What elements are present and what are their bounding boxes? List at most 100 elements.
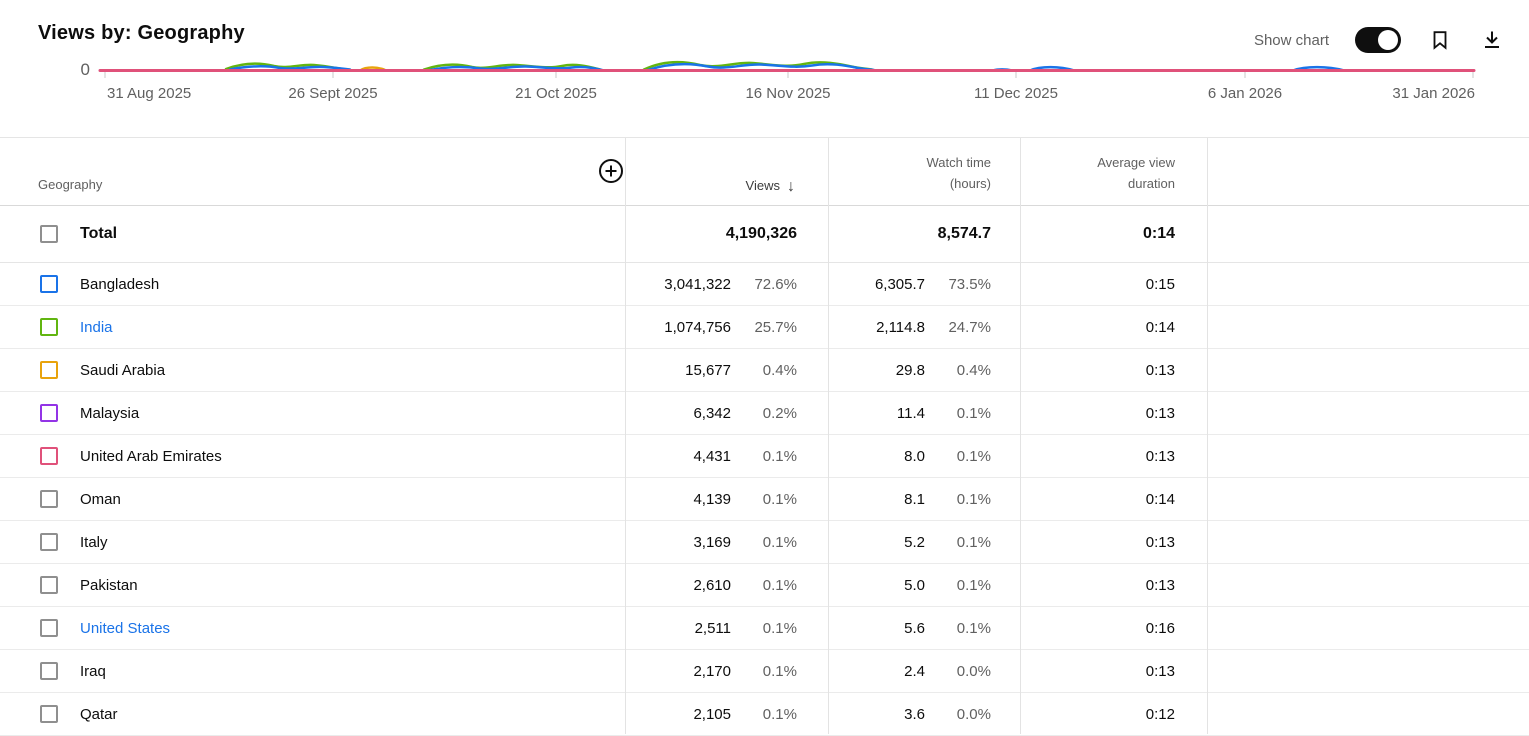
avg-view-duration-column-header[interactable]: Average view duration [1020, 138, 1207, 205]
avg-view-duration-label-line2: duration [1128, 176, 1175, 191]
country-name: Italy [80, 533, 108, 551]
page-title: Views by: Geography [38, 22, 245, 44]
total-checkbox[interactable] [40, 225, 58, 243]
table-header-row: Geography Views ↓ Watch time (hours) Ave… [0, 138, 1529, 206]
watch-time-value: 2.4 [904, 662, 925, 680]
table-row[interactable]: Saudi Arabia 15,677 0.4% 29.8 0.4% 0:13 [0, 349, 1529, 392]
row-checkbox[interactable] [40, 318, 58, 336]
avg-view-duration-value: 0:13 [1145, 361, 1175, 379]
table-row[interactable]: Qatar 2,105 0.1% 3.6 0.0% 0:12 [0, 693, 1529, 736]
watch-time-value: 6,305.7 [874, 275, 925, 293]
watch-time-value: 5.6 [904, 619, 925, 637]
avg-view-duration-value: 0:16 [1145, 619, 1175, 637]
views-percent: 0.2% [762, 404, 797, 422]
views-percent: 0.1% [762, 576, 797, 594]
views-value: 4,139 [693, 490, 731, 508]
watch-time-value: 3.6 [904, 705, 925, 723]
country-name: Iraq [80, 662, 106, 680]
total-label: Total [80, 225, 118, 242]
add-metric-button[interactable] [598, 158, 624, 184]
total-row: Total 4,190,326 8,574.7 0:14 [0, 206, 1529, 263]
views-value: 15,677 [685, 361, 731, 379]
views-percent: 0.1% [762, 662, 797, 680]
row-checkbox[interactable] [40, 490, 58, 508]
row-checkbox[interactable] [40, 576, 58, 594]
country-name[interactable]: United States [80, 619, 171, 637]
geography-column-label: Geography [38, 177, 103, 192]
plus-circle-icon [599, 159, 623, 183]
views-value: 2,170 [693, 662, 731, 680]
views-value: 3,041,322 [664, 275, 731, 293]
table-row[interactable]: Italy 3,169 0.1% 5.2 0.1% 0:13 [0, 521, 1529, 564]
avg-view-duration-value: 0:13 [1145, 533, 1175, 551]
total-watch-time: 8,574.7 [937, 225, 991, 242]
table-row[interactable]: Bangladesh 3,041,322 72.6% 6,305.7 73.5%… [0, 263, 1529, 306]
row-checkbox[interactable] [40, 361, 58, 379]
download-icon [1485, 31, 1499, 48]
table-row[interactable]: India 1,074,756 25.7% 2,114.8 24.7% 0:14 [0, 306, 1529, 349]
views-percent: 0.4% [762, 361, 797, 379]
row-checkbox[interactable] [40, 662, 58, 680]
row-checkbox[interactable] [40, 705, 58, 723]
avg-view-duration-value: 0:13 [1145, 576, 1175, 594]
watch-time-percent: 0.1% [956, 490, 991, 508]
watch-time-percent: 0.4% [956, 361, 991, 379]
views-value: 2,610 [693, 576, 731, 594]
bookmark-button[interactable] [1427, 27, 1453, 53]
watch-time-percent: 0.1% [956, 619, 991, 637]
avg-view-duration-value: 0:14 [1145, 318, 1175, 336]
table-row[interactable]: Malaysia 6,342 0.2% 11.4 0.1% 0:13 [0, 392, 1529, 435]
views-percent: 25.7% [754, 318, 797, 336]
watch-time-value: 8.1 [904, 490, 925, 508]
views-value: 2,105 [693, 705, 731, 723]
row-checkbox[interactable] [40, 533, 58, 551]
y-axis-zero-label: 0 [81, 60, 90, 79]
table-row[interactable]: Oman 4,139 0.1% 8.1 0.1% 0:14 [0, 478, 1529, 521]
watch-time-percent: 0.1% [956, 404, 991, 422]
line-chart-strip: 0 31 Aug 2025 26 Sept 2025 21 Oct 2025 1… [0, 0, 1529, 112]
avg-view-duration-value: 0:13 [1145, 404, 1175, 422]
avg-view-duration-label-line1: Average view [1097, 155, 1175, 170]
watch-time-percent: 73.5% [948, 275, 991, 293]
card-header: Views by: Geography Show chart [0, 0, 1529, 56]
x-axis-ticks [104, 72, 1474, 78]
views-percent: 0.1% [762, 533, 797, 551]
row-checkbox[interactable] [40, 619, 58, 637]
table-row[interactable]: Iraq 2,170 0.1% 2.4 0.0% 0:13 [0, 650, 1529, 693]
table-row[interactable]: United Arab Emirates 4,431 0.1% 8.0 0.1%… [0, 435, 1529, 478]
watch-time-label-line1: Watch time [926, 155, 991, 170]
views-percent: 0.1% [762, 619, 797, 637]
column-divider [625, 138, 626, 734]
x-tick-label: 11 Dec 2025 [974, 85, 1058, 102]
avg-view-duration-value: 0:15 [1145, 275, 1175, 293]
country-name: Pakistan [80, 576, 138, 594]
download-button[interactable] [1479, 27, 1505, 53]
toggle-knob [1378, 30, 1398, 50]
watch-time-value: 5.2 [904, 533, 925, 551]
avg-view-duration-value: 0:13 [1145, 662, 1175, 680]
x-tick-label: 31 Jan 2026 [1392, 85, 1475, 102]
views-column-header[interactable]: Views ↓ [625, 138, 828, 205]
country-name[interactable]: India [80, 318, 113, 336]
row-checkbox[interactable] [40, 275, 58, 293]
row-checkbox[interactable] [40, 447, 58, 465]
watch-time-column-header[interactable]: Watch time (hours) [828, 138, 1020, 205]
country-name: Qatar [80, 705, 118, 723]
watch-time-label-line2: (hours) [949, 176, 991, 191]
views-value: 2,511 [694, 619, 731, 637]
column-divider [828, 138, 829, 734]
avg-view-duration-value: 0:13 [1145, 447, 1175, 465]
chart-series-lines [98, 60, 1476, 72]
views-value: 4,431 [693, 447, 731, 465]
row-checkbox[interactable] [40, 404, 58, 422]
total-avg-view-duration: 0:14 [1142, 225, 1175, 242]
views-percent: 0.1% [762, 490, 797, 508]
geography-line-chart: 0 31 Aug 2025 26 Sept 2025 21 Oct 2025 1… [81, 60, 1476, 102]
show-chart-label: Show chart [1253, 31, 1329, 49]
table-row[interactable]: Pakistan 2,610 0.1% 5.0 0.1% 0:13 [0, 564, 1529, 607]
views-value: 6,342 [693, 404, 731, 422]
table-row[interactable]: United States 2,511 0.1% 5.6 0.1% 0:16 [0, 607, 1529, 650]
country-name: Malaysia [80, 404, 140, 422]
show-chart-toggle[interactable] [1355, 27, 1401, 53]
geography-table: Geography Views ↓ Watch time (hours) Ave… [0, 137, 1529, 736]
